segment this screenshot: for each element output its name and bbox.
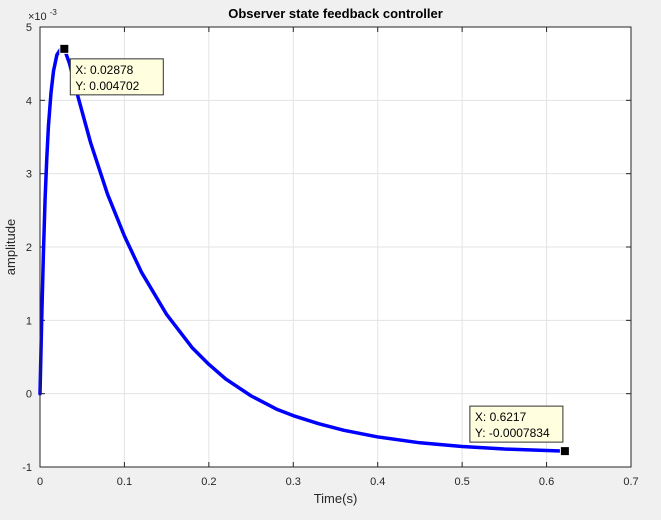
y-tick-label: 3: [26, 169, 32, 181]
x-tick-label: 0: [37, 476, 43, 488]
y-tick-label: -1: [22, 462, 32, 474]
series-line[interactable]: [38, 47, 567, 453]
datatip-y-text: Y: -0.0007834: [475, 426, 550, 440]
x-tick-label: 0.7: [623, 476, 638, 488]
x-tick-label: 0.1: [117, 476, 132, 488]
datatip-x-text: X: 0.6217: [475, 410, 527, 424]
datatip-marker[interactable]: [559, 446, 570, 457]
y-tick-label: 4: [26, 95, 32, 107]
datatips[interactable]: X: 0.02878 Y: 0.004702 X: 0.6217 Y: -0.0007…: [59, 43, 570, 457]
datatip-x-text: X: 0.02878: [75, 63, 133, 77]
datatip-y-text: Y: 0.004702: [75, 79, 139, 93]
y-tick-label: 0: [26, 389, 32, 401]
y-axis-label: amplitude: [3, 219, 18, 275]
datatip[interactable]: X: 0.02878 Y: 0.004702: [59, 43, 164, 96]
axes-box: [39, 26, 632, 468]
datatip-marker[interactable]: [59, 43, 70, 54]
y-axis-exponent: ×10 -3: [28, 8, 57, 23]
datatip[interactable]: X: 0.6217 Y: -0.0007834: [469, 405, 570, 457]
datatip-box[interactable]: [69, 58, 164, 96]
x-tick-label: 0.5: [454, 476, 469, 488]
series-layer: [38, 47, 567, 453]
x-tick-label: 0.6: [539, 476, 554, 488]
x-axis-label: Time(s): [314, 491, 358, 506]
ticks: 0 0.1 0.2 0.3 0.4 0.5 0.6 0.7 -1 0 1 2 3 4 5: [22, 22, 638, 488]
x-tick-label: 0.2: [201, 476, 216, 488]
y-tick-label: 2: [26, 242, 32, 254]
x-tick-label: 0.3: [286, 476, 301, 488]
x-tick-label: 0.4: [370, 476, 385, 488]
y-exponent-base: ×10: [28, 11, 47, 23]
y-tick-label: 1: [26, 315, 32, 327]
y-tick-label: 5: [26, 22, 32, 34]
y-exponent-power: -3: [50, 8, 58, 17]
chart-title: Observer state feedback controller: [228, 6, 443, 21]
datatip-box[interactable]: [469, 405, 564, 443]
